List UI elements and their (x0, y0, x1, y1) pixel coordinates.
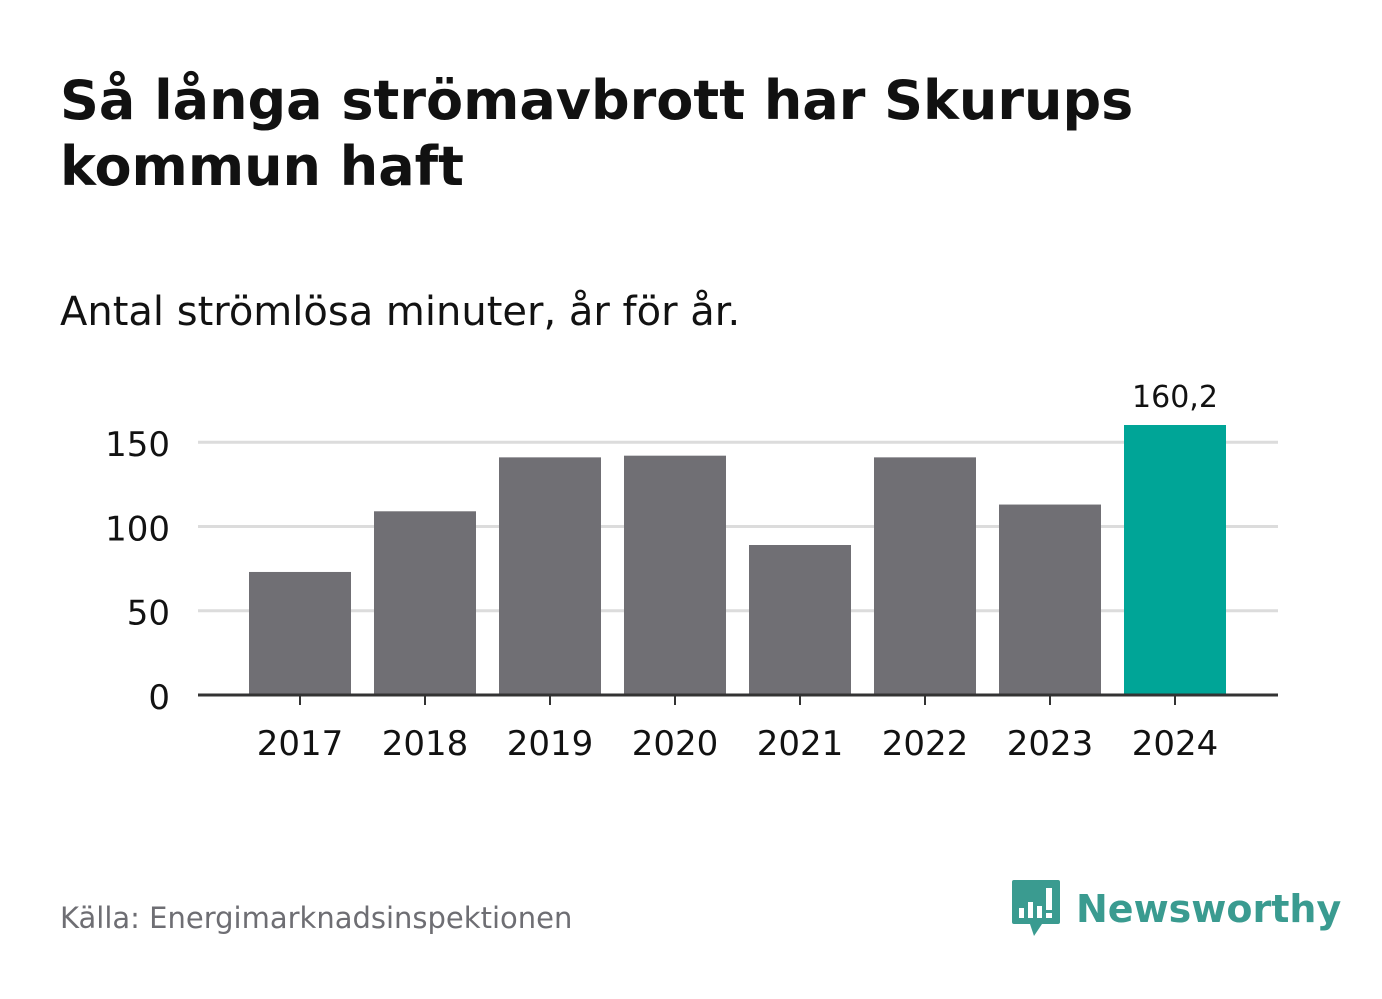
y-tick-label: 0 (148, 678, 170, 718)
labels: 0 50 100 150 2017 2018 2019 2020 2021 2022 2023 202… (105, 380, 1218, 764)
bar (499, 457, 601, 695)
y-tick-label: 100 (105, 509, 170, 549)
brand-name: Newsworthy (1076, 887, 1342, 931)
bar-chart-speech-bubble-icon (1012, 880, 1060, 936)
bar (624, 455, 726, 695)
x-tick-label: 2024 (1132, 724, 1219, 764)
brand-logo: Newsworthy (1010, 878, 1341, 940)
x-tick-label: 2023 (1007, 724, 1094, 764)
x-tick-label: 2019 (507, 724, 594, 764)
bars (249, 425, 1226, 695)
x-tick-label: 2017 (257, 724, 344, 764)
bar (749, 545, 851, 695)
bar-chart: 0 50 100 150 2017 2018 2019 2020 2021 2022 2023 202… (105, 380, 1278, 764)
bar (374, 511, 476, 695)
source-note: Källa: Energimarknadsinspektionen (60, 901, 573, 935)
x-tick-label: 2018 (382, 724, 469, 764)
x-tick-label: 2022 (882, 724, 969, 764)
x-tick-label: 2020 (632, 724, 719, 764)
grid-lines (198, 440, 1278, 613)
chart-title: Så långa strömavbrott har Skurups kommun… (60, 69, 1134, 198)
bar (874, 457, 976, 695)
x-axis (198, 693, 1278, 705)
data-label: 160,2 (1132, 380, 1218, 415)
bar (999, 504, 1101, 695)
y-tick-label: 50 (127, 594, 170, 634)
bar (249, 571, 351, 695)
y-tick-label: 150 (105, 425, 170, 465)
chart-subtitle: Antal strömlösa minuter, år för år. (60, 289, 741, 335)
x-tick-label: 2021 (757, 724, 844, 764)
bar (1124, 425, 1226, 695)
